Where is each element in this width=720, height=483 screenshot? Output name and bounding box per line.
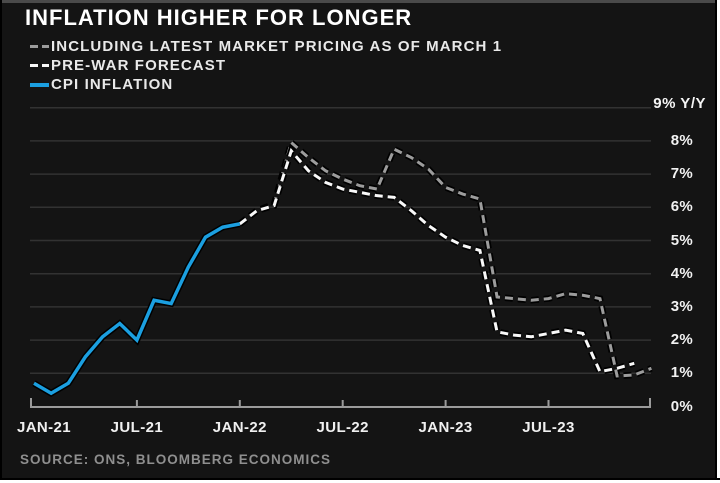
y-axis-label: 1% — [670, 364, 693, 382]
y-axis-label: 8% — [670, 131, 693, 149]
x-axis-label: JAN-22 — [212, 419, 267, 436]
y-axis-unit-label: 9% Y/Y — [653, 95, 706, 112]
right-page-edge — [717, 0, 720, 483]
legend-label: INCLUDING LATEST MARKET PRICING AS OF MA… — [51, 38, 503, 55]
y-axis-label: 4% — [670, 264, 693, 282]
bottom-inner-border — [0, 478, 720, 480]
y-axis-label: 2% — [670, 331, 693, 349]
y-axis-label: 3% — [670, 297, 693, 315]
x-axis-label: JUL-22 — [316, 419, 369, 436]
x-axis-label: JAN-23 — [418, 419, 473, 436]
left-border — [0, 0, 2, 483]
x-axis-label: JAN-21 — [16, 419, 72, 436]
x-axis — [30, 398, 651, 408]
y-axis-label: 6% — [670, 198, 693, 216]
right-inner-border — [715, 0, 717, 483]
chart-title: INFLATION HIGHER FOR LONGER — [25, 5, 413, 30]
top-border — [0, 0, 720, 3]
y-axis-label: 5% — [670, 231, 693, 249]
series-including-latest-market-pricing-as-of-march-1 — [237, 136, 653, 380]
legend-item-cpi-inflation: CPI INFLATION — [30, 75, 502, 94]
legend-item-pre-war-forecast: PRE-WAR FORECAST — [30, 56, 502, 75]
dashed-gray-line-swatch — [30, 45, 49, 48]
bottom-page-edge — [0, 480, 720, 483]
series-cpi-inflation — [32, 220, 241, 397]
legend-label: CPI INFLATION — [51, 76, 174, 93]
x-axis-label: JUL-21 — [110, 419, 164, 436]
legend-item-market-pricing: INCLUDING LATEST MARKET PRICING AS OF MA… — [30, 37, 502, 56]
source-attribution: SOURCE: ONS, BLOOMBERG ECONOMICS — [20, 452, 332, 467]
y-axis-label: 0% — [670, 397, 693, 415]
solid-blue-line-swatch — [30, 82, 49, 87]
dashed-white-line-swatch — [30, 64, 49, 67]
x-axis-label: JUL-23 — [522, 419, 575, 436]
legend: INCLUDING LATEST MARKET PRICING AS OF MA… — [30, 37, 502, 94]
legend-label: PRE-WAR FORECAST — [51, 57, 227, 74]
gridlines — [30, 106, 651, 375]
y-axis-label: 7% — [670, 165, 693, 183]
series-pre-war-forecast — [237, 144, 636, 376]
